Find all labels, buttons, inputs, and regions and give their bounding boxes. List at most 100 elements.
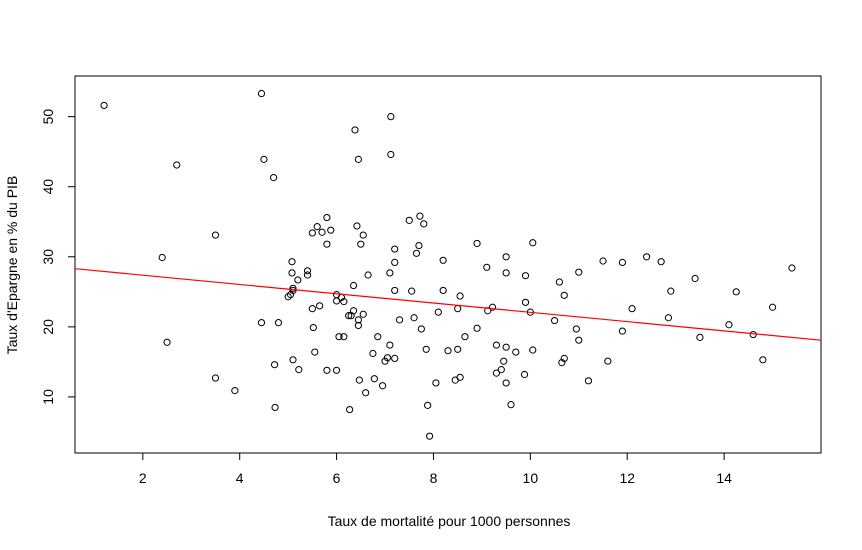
data-point [412, 249, 421, 257]
data-point [345, 312, 353, 320]
data-point [529, 239, 537, 247]
data-point [492, 341, 501, 349]
x-tick-label: 2 [139, 470, 147, 486]
data-point [454, 305, 462, 313]
data-point [383, 354, 392, 362]
data-point [288, 269, 296, 277]
data-point [295, 366, 303, 374]
data-point [502, 269, 510, 277]
data-point [432, 379, 440, 387]
x-axis-label: Taux de mortalité pour 1000 personnes [328, 513, 571, 529]
data-point [507, 401, 515, 409]
regression-line [74, 268, 822, 341]
data-point [788, 264, 796, 272]
data-point [311, 348, 319, 356]
data-point [497, 366, 505, 374]
data-point [759, 356, 767, 364]
data-point [357, 240, 365, 248]
data-point [502, 343, 510, 351]
data-point [318, 228, 326, 236]
data-point [346, 405, 354, 414]
data-point [691, 274, 699, 283]
data-point [456, 292, 464, 300]
plot-frame [74, 75, 822, 454]
data-point [271, 403, 279, 412]
data-point [488, 303, 497, 311]
data-point [483, 263, 491, 271]
data-point [257, 89, 266, 98]
data-point [434, 308, 442, 316]
data-point [424, 401, 432, 409]
x-axis: 2 4 6 8 10 12 14 [139, 453, 732, 486]
data-point [667, 287, 675, 295]
data-point [340, 298, 348, 306]
data-point [316, 302, 324, 310]
data-point [391, 258, 399, 266]
data-point [492, 369, 501, 377]
data-point [303, 267, 312, 275]
data-point [502, 253, 510, 261]
data-point [332, 366, 341, 374]
data-point [379, 382, 387, 390]
y-tick-label: 10 [40, 389, 56, 405]
data-point [558, 359, 566, 367]
data-point [391, 354, 399, 362]
data-point [364, 271, 372, 279]
data-point [502, 379, 510, 387]
data-point [211, 374, 220, 382]
data-point [599, 257, 607, 265]
data-point [327, 226, 335, 234]
y-axis-label: Taux d'Epargne en % du PIB [4, 176, 20, 355]
data-point [359, 231, 367, 239]
data-point [309, 323, 317, 332]
data-point [732, 288, 740, 296]
data-point [550, 316, 559, 325]
data-point [473, 324, 481, 332]
data-point [308, 305, 316, 313]
data-point [512, 348, 520, 356]
data-point [560, 354, 568, 362]
data-point [158, 253, 166, 262]
data-point [308, 229, 316, 237]
data-point [257, 319, 266, 327]
data-point [572, 325, 580, 333]
data-point [323, 366, 331, 374]
data-point [473, 239, 481, 248]
data-point [657, 258, 665, 266]
data-point [270, 361, 279, 369]
data-point [355, 376, 363, 384]
data-point [286, 291, 295, 299]
data-point [664, 314, 673, 322]
data-point [294, 276, 302, 284]
data-point [560, 291, 568, 299]
y-tick-label: 20 [40, 319, 56, 335]
data-point [456, 373, 464, 381]
data-point [439, 256, 447, 264]
data-point [405, 216, 413, 224]
data-point [323, 240, 331, 248]
data-point [374, 333, 382, 341]
data-point [359, 310, 367, 318]
data-point [349, 307, 358, 315]
x-tick-label: 14 [716, 470, 732, 486]
data-point [696, 333, 704, 341]
data-point [422, 345, 430, 353]
data-point [521, 272, 530, 280]
data-point [410, 314, 418, 322]
data-point [260, 155, 268, 163]
data-point [628, 305, 636, 313]
data-point [749, 330, 757, 339]
x-tick-label: 4 [236, 470, 244, 486]
data-point [362, 389, 370, 397]
data-point [416, 212, 424, 220]
data-point [354, 316, 362, 324]
data-point [768, 303, 777, 311]
data-point [575, 336, 583, 344]
data-point [270, 174, 278, 182]
data-point [332, 297, 341, 305]
data-point [521, 298, 530, 306]
data-point [575, 268, 583, 276]
data-point [349, 281, 358, 290]
data-point [520, 370, 529, 379]
data-point [353, 222, 361, 230]
